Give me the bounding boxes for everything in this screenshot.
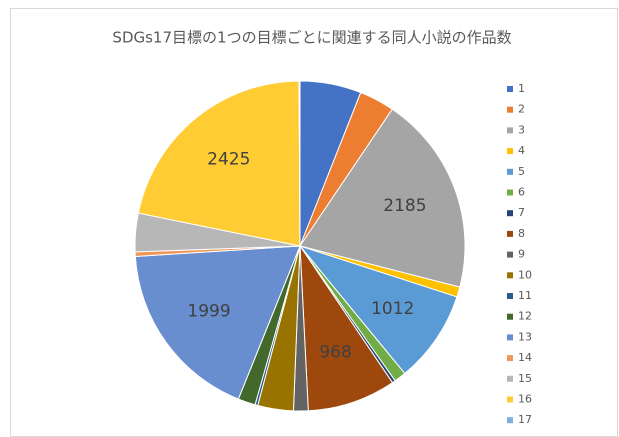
legend-label: 11 — [518, 289, 532, 302]
pie-slice — [299, 108, 466, 288]
legend-swatch — [507, 148, 513, 155]
legend-label: 14 — [518, 351, 532, 364]
legend-label: 2 — [518, 103, 525, 116]
legend-label: 10 — [518, 268, 532, 281]
legend-label: 12 — [518, 310, 532, 323]
legend-swatch — [507, 396, 513, 403]
legend-swatch — [507, 355, 513, 362]
legend-swatch — [507, 272, 513, 279]
legend-swatch — [507, 189, 513, 196]
data-label: 1999 — [187, 302, 230, 322]
legend-swatch — [507, 334, 513, 341]
legend-swatch — [507, 210, 513, 217]
legend-label: 4 — [518, 144, 525, 157]
pie-slice — [137, 80, 301, 247]
legend-label: 6 — [518, 186, 525, 199]
legend-label: 16 — [518, 393, 532, 406]
legend-swatch — [507, 230, 513, 237]
legend-swatch — [507, 251, 513, 258]
legend-swatch — [507, 86, 513, 92]
legend-label: 5 — [518, 165, 525, 178]
legend-swatch — [507, 313, 513, 320]
pie-slice — [134, 245, 301, 400]
legend-label: 7 — [518, 206, 525, 219]
legend-label: 13 — [518, 330, 532, 343]
pie-slice — [298, 80, 301, 247]
pie-slice — [298, 244, 458, 375]
data-label: 2185 — [383, 196, 426, 216]
data-label: 968 — [319, 342, 351, 362]
legend-label: 1 — [518, 82, 525, 95]
legend-label: 3 — [518, 123, 525, 136]
chart-title: SDGs17目標の1つの目標ごとに関連する同人小説の作品数 — [112, 29, 511, 47]
legend-label: 15 — [518, 372, 532, 385]
legend-swatch — [507, 417, 513, 424]
legend-swatch — [507, 106, 513, 113]
legend-swatch — [507, 127, 513, 134]
data-label: 2425 — [207, 149, 250, 169]
data-label: 1012 — [371, 299, 414, 319]
legend-swatch — [507, 168, 513, 175]
legend-label: 8 — [518, 227, 525, 240]
legend-label: 9 — [518, 248, 525, 261]
legend-swatch — [507, 375, 513, 382]
pie-slice — [299, 244, 394, 412]
legend-label: 17 — [518, 413, 532, 426]
legend-swatch — [507, 293, 513, 299]
